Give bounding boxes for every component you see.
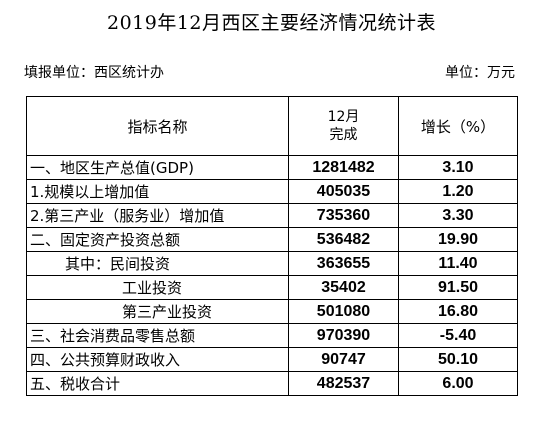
row-value: 363655: [288, 251, 399, 276]
row-name: 工业投资: [26, 275, 289, 300]
row-growth: 50.10: [398, 347, 518, 372]
table-row: 四、公共预算财政收入 90747 50.10: [26, 347, 518, 372]
row-name: 一、地区生产总值(GDP): [26, 155, 289, 180]
page-title: 2019年12月西区主要经济情况统计表: [106, 12, 437, 34]
table-row: 其中：民间投资 363655 11.40: [26, 251, 518, 276]
row-growth: 3.10: [398, 155, 518, 180]
header-growth: 增长（%）: [398, 96, 518, 156]
row-value: 536482: [288, 227, 399, 252]
table-row: 一、地区生产总值(GDP) 1281482 3.10: [26, 155, 518, 180]
row-value: 735360: [288, 203, 399, 228]
table-row: 2.第三产业（服务业）增加值 735360 3.30: [26, 203, 518, 228]
row-growth: 3.30: [398, 203, 518, 228]
row-value: 90747: [288, 347, 399, 372]
table-row: 三、社会消费品零售总额 970390 -5.40: [26, 323, 518, 348]
row-name: 四、公共预算财政收入: [26, 347, 289, 372]
table-row: 二、固定资产投资总额 536482 19.90: [26, 227, 518, 252]
row-value: 405035: [288, 179, 399, 204]
row-name: 其中：民间投资: [26, 251, 289, 276]
row-name: 二、固定资产投资总额: [26, 227, 289, 252]
row-growth: 19.90: [398, 227, 518, 252]
row-growth: -5.40: [398, 323, 518, 348]
row-name: 三、社会消费品零售总额: [26, 323, 289, 348]
unit-label: 单位：万元: [445, 65, 515, 81]
row-growth: 16.80: [398, 299, 518, 324]
header-month-line1: 12月: [327, 109, 360, 125]
row-value: 501080: [288, 299, 399, 324]
row-name: 第三产业投资: [26, 299, 289, 324]
reporting-unit: 填报单位：西区统计办: [24, 65, 164, 81]
table-row: 第三产业投资 501080 16.80: [26, 299, 518, 324]
header-indicator: 指标名称: [26, 96, 289, 156]
statistics-table: 指标名称 12月 完成 增长（%） 一、地区生产总值(GDP) 1281482 …: [26, 96, 518, 396]
row-name: 1.规模以上增加值: [26, 179, 289, 204]
row-name: 五、税收合计: [26, 371, 289, 396]
table-row: 工业投资 35402 91.50: [26, 275, 518, 300]
row-growth: 6.00: [398, 371, 518, 396]
header-month-line2: 完成: [329, 127, 358, 143]
row-value: 970390: [288, 323, 399, 348]
table-row: 1.规模以上增加值 405035 1.20: [26, 179, 518, 204]
row-growth: 91.50: [398, 275, 518, 300]
table-row: 五、税收合计 482537 6.00: [26, 371, 518, 396]
table-header-row: 指标名称 12月 完成 增长（%）: [26, 96, 518, 156]
row-growth: 1.20: [398, 179, 518, 204]
row-value: 1281482: [288, 155, 399, 180]
row-value: 35402: [288, 275, 399, 300]
header-month: 12月 完成: [288, 96, 399, 156]
row-growth: 11.40: [398, 251, 518, 276]
row-name: 2.第三产业（服务业）增加值: [26, 203, 289, 228]
row-value: 482537: [288, 371, 399, 396]
